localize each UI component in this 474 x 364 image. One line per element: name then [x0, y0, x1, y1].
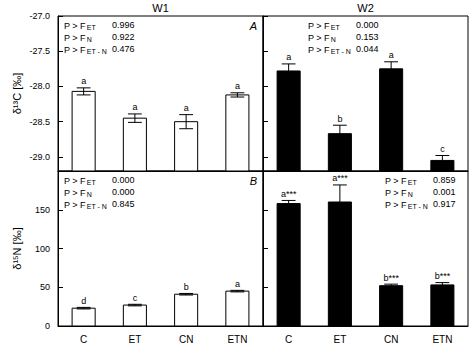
svg-text:a: a	[235, 279, 240, 289]
svg-text:a: a	[184, 103, 189, 113]
svg-text:ET: ET	[331, 24, 341, 31]
svg-text:0.917: 0.917	[433, 199, 456, 209]
svg-text:B: B	[250, 175, 257, 187]
svg-text:C: C	[80, 334, 87, 345]
svg-text:50: 50	[40, 282, 50, 292]
svg-text:ET: ET	[87, 179, 97, 186]
svg-text:ETN: ETN	[432, 334, 452, 345]
svg-text:0.859: 0.859	[433, 175, 456, 185]
svg-text:0: 0	[45, 321, 50, 331]
svg-text:c: c	[133, 293, 138, 303]
svg-text:ET: ET	[128, 334, 141, 345]
svg-text:ET - N: ET - N	[408, 203, 428, 210]
svg-text:N: N	[87, 191, 92, 198]
svg-text:b***: b***	[435, 271, 451, 281]
svg-text:-27.5: -27.5	[29, 46, 50, 56]
svg-text:C: C	[285, 334, 292, 345]
svg-text:P > F: P > F	[308, 21, 330, 31]
svg-text:A: A	[249, 20, 257, 32]
svg-text:W2: W2	[357, 2, 374, 14]
svg-text:P > F: P > F	[385, 176, 407, 186]
svg-text:P > F: P > F	[64, 21, 86, 31]
svg-text:ETN: ETN	[227, 334, 247, 345]
svg-text:P > F: P > F	[385, 188, 407, 198]
svg-text:CN: CN	[384, 334, 398, 345]
svg-text:δ¹³C [‰]: δ¹³C [‰]	[11, 73, 23, 115]
svg-text:0.922: 0.922	[112, 32, 135, 42]
svg-text:ET - N: ET - N	[87, 48, 107, 55]
svg-text:a***: a***	[281, 189, 297, 199]
svg-text:100: 100	[35, 244, 50, 254]
svg-text:P > F: P > F	[64, 45, 86, 55]
svg-text:-28.5: -28.5	[29, 117, 50, 127]
svg-text:0.000: 0.000	[112, 187, 135, 197]
svg-text:N: N	[331, 36, 336, 43]
svg-text:P > F: P > F	[64, 176, 86, 186]
svg-text:c: c	[440, 144, 445, 154]
svg-text:150: 150	[35, 205, 50, 215]
svg-text:-29.0: -29.0	[29, 152, 50, 162]
svg-text:a: a	[286, 52, 291, 62]
svg-text:0.996: 0.996	[112, 20, 135, 30]
svg-text:d: d	[81, 296, 86, 306]
svg-text:0.044: 0.044	[356, 44, 379, 54]
svg-text:P > F: P > F	[64, 33, 86, 43]
svg-text:N: N	[87, 36, 92, 43]
svg-text:CN: CN	[179, 334, 193, 345]
svg-text:-27.0: -27.0	[29, 11, 50, 21]
svg-text:b: b	[184, 282, 189, 292]
svg-text:0.845: 0.845	[112, 199, 135, 209]
svg-text:a***: a***	[332, 173, 348, 183]
svg-text:P > F: P > F	[385, 200, 407, 210]
svg-text:0.000: 0.000	[356, 20, 379, 30]
svg-text:P > F: P > F	[64, 188, 86, 198]
svg-text:ET - N: ET - N	[87, 203, 107, 210]
svg-text:δ¹⁵N [‰]: δ¹⁵N [‰]	[11, 227, 23, 269]
svg-text:P > F: P > F	[308, 45, 330, 55]
svg-text:-28.0: -28.0	[29, 81, 50, 91]
svg-text:a: a	[235, 81, 240, 91]
svg-text:0.476: 0.476	[112, 44, 135, 54]
svg-text:0.000: 0.000	[112, 175, 135, 185]
svg-text:ET: ET	[408, 179, 418, 186]
svg-text:P > F: P > F	[64, 200, 86, 210]
svg-text:P > F: P > F	[308, 33, 330, 43]
svg-text:ET - N: ET - N	[331, 48, 351, 55]
svg-text:b: b	[337, 114, 342, 124]
svg-text:b***: b***	[383, 273, 399, 283]
svg-text:a: a	[389, 50, 394, 60]
svg-text:N: N	[408, 191, 413, 198]
svg-text:W1: W1	[152, 2, 169, 14]
svg-text:a: a	[81, 76, 86, 86]
svg-text:0.153: 0.153	[356, 32, 379, 42]
svg-text:ET: ET	[87, 24, 97, 31]
svg-text:ET: ET	[333, 334, 346, 345]
svg-text:0.001: 0.001	[433, 187, 456, 197]
svg-text:a: a	[132, 102, 137, 112]
